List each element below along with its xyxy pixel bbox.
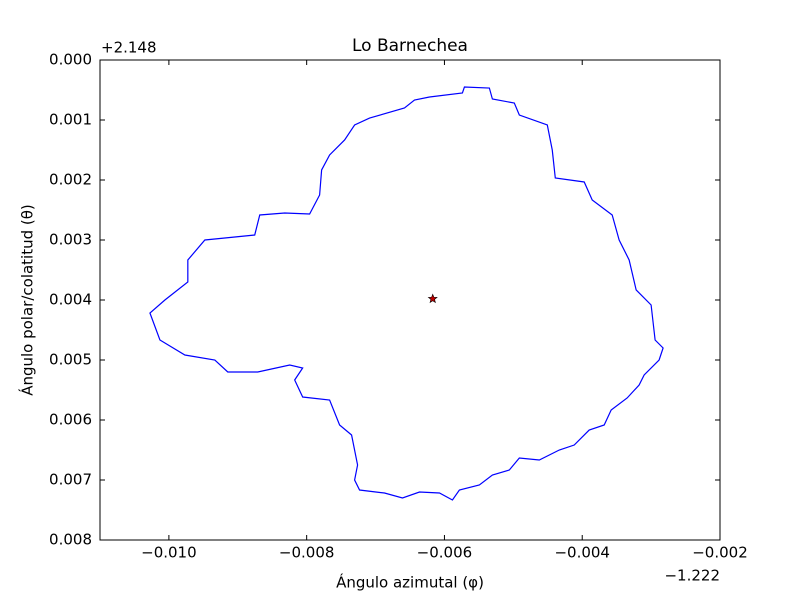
chart-title: Lo Barnechea	[352, 36, 468, 56]
y-offset-label: +2.148	[101, 39, 157, 57]
y-tick-label: 0.006	[49, 411, 92, 429]
y-tick-label: 0.001	[49, 111, 92, 129]
x-tick-label: −0.008	[279, 544, 335, 562]
x-offset-label: −1.222	[664, 567, 720, 585]
y-axis-label: Ángulo polar/colatitud (θ)	[18, 204, 37, 396]
x-axis-label: Ángulo azimutal (φ)	[336, 573, 484, 592]
y-tick-label: 0.003	[49, 231, 92, 249]
y-tick-label: 0.005	[49, 351, 92, 369]
y-tick-label: 0.002	[49, 171, 92, 189]
x-tick-label: −0.006	[417, 544, 473, 562]
center-marker	[427, 293, 438, 304]
x-tick-label: −0.002	[692, 544, 748, 562]
y-tick-label: 0.007	[49, 471, 92, 489]
y-tick-label: 0.004	[49, 291, 92, 309]
y-tick-label: 0.008	[49, 531, 92, 549]
outline-line	[149, 86, 664, 501]
y-tick-label: 0.000	[49, 51, 92, 69]
x-tick-label: −0.004	[554, 544, 610, 562]
x-tick-label: −0.010	[141, 544, 197, 562]
plot-frame	[99, 59, 721, 541]
